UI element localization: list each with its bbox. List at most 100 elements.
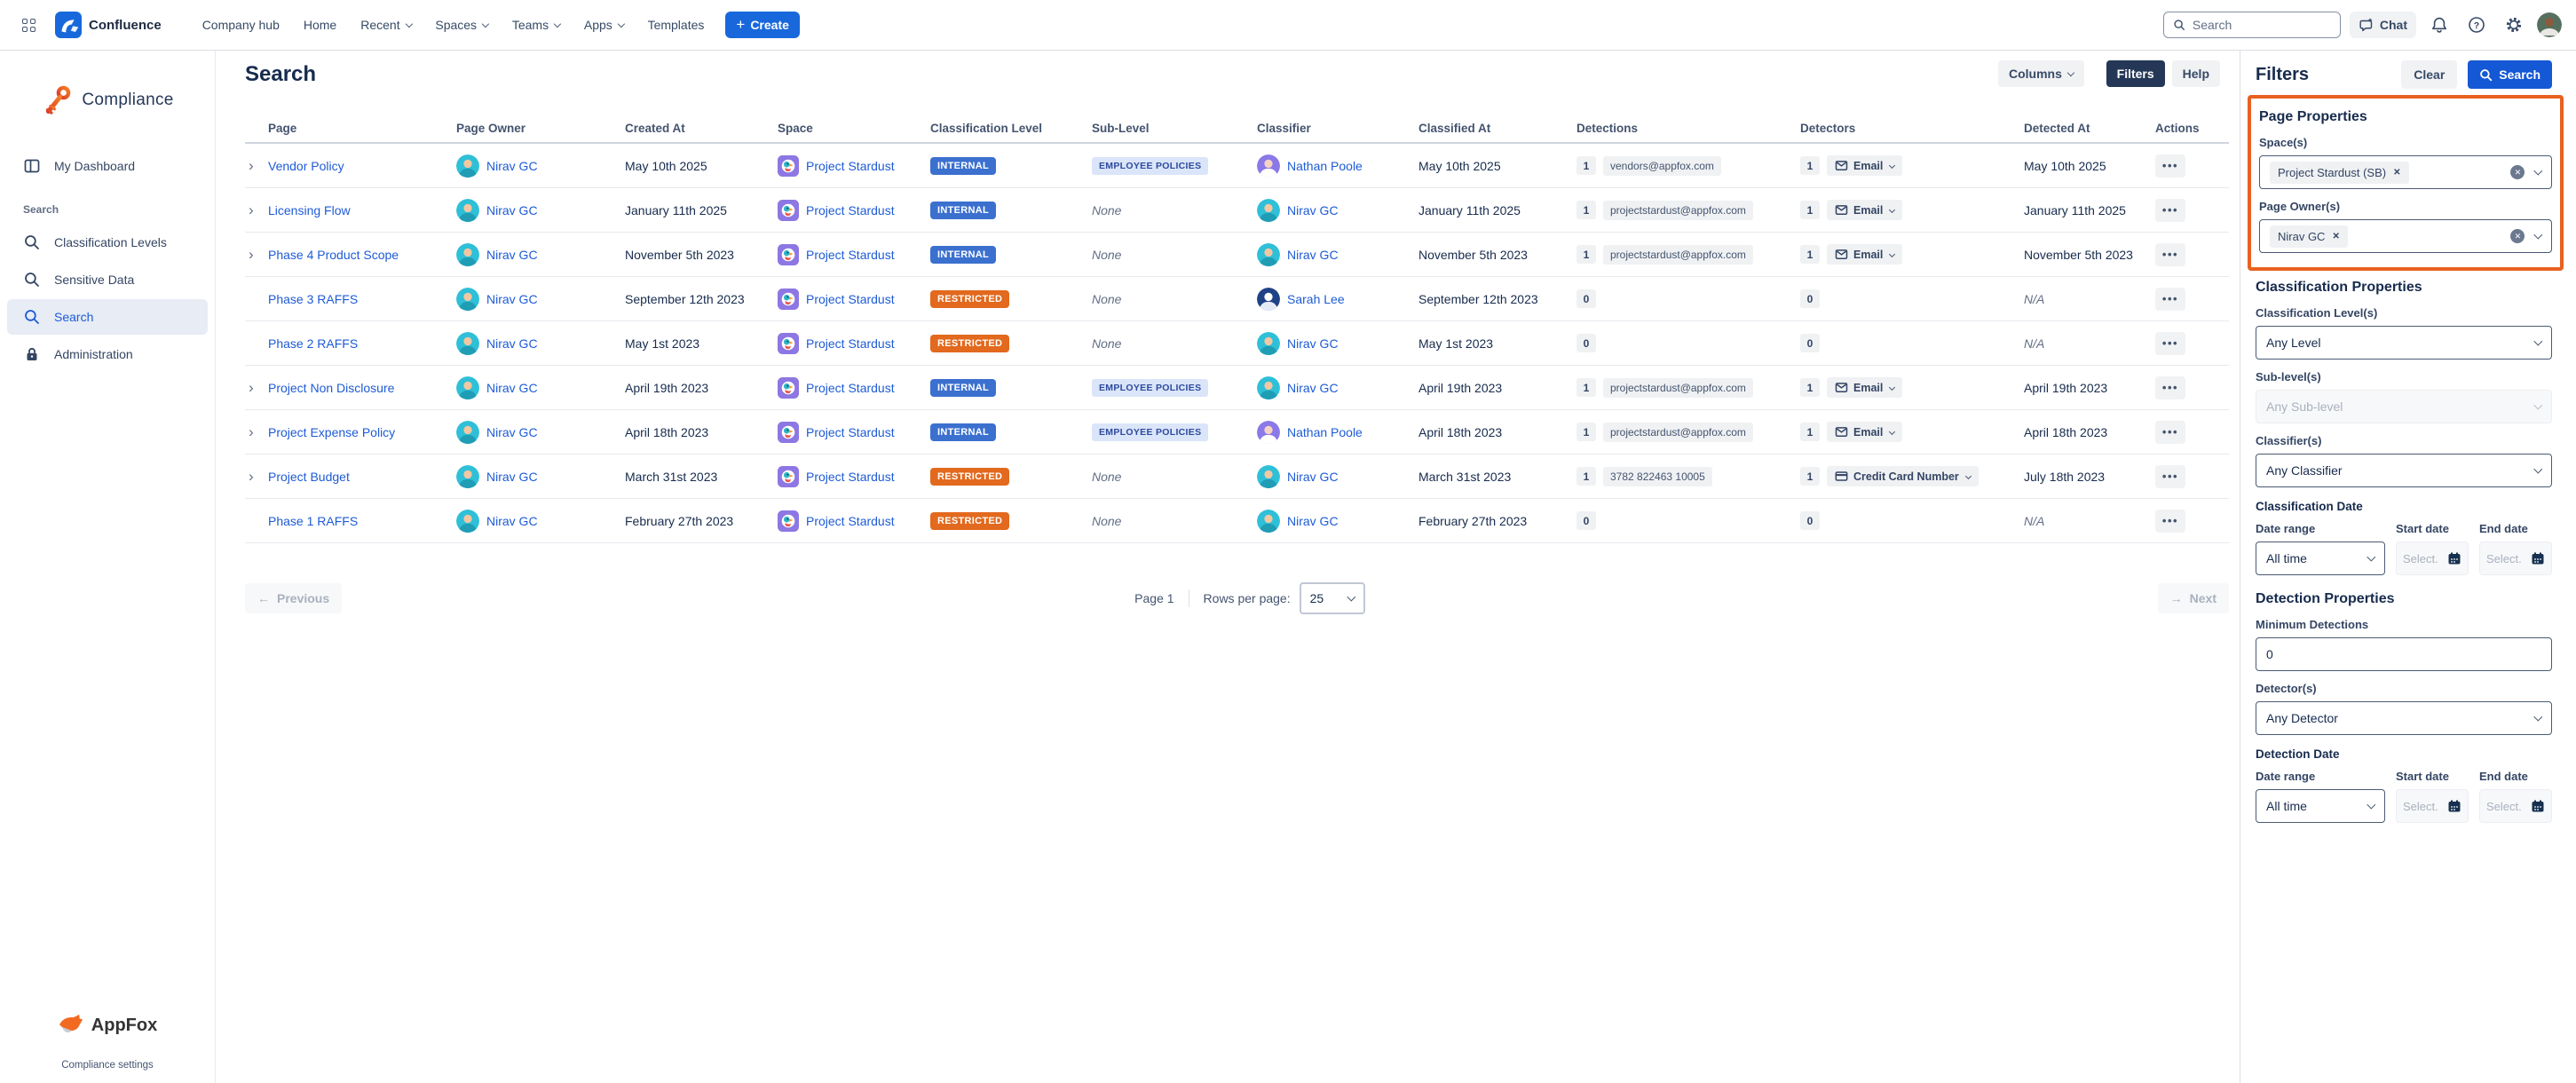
page-link[interactable]: Phase 3 RAFFS	[268, 291, 359, 306]
expand-row-chevron-icon[interactable]: ›	[249, 423, 254, 440]
expand-row-chevron-icon[interactable]: ›	[249, 468, 254, 485]
space-link[interactable]: Project Stardust	[806, 380, 895, 395]
expand-row-chevron-icon[interactable]: ›	[249, 246, 254, 263]
sidebar-item-classification-levels[interactable]: Classification Levels	[7, 225, 208, 260]
sidebar-item-sensitive-data[interactable]: Sensitive Data	[7, 262, 208, 297]
apply-search-button[interactable]: Search	[2468, 60, 2552, 89]
owner-link[interactable]: Nirav GC	[486, 158, 538, 173]
owner-link[interactable]: Nirav GC	[486, 247, 538, 262]
owner-link[interactable]: Nirav GC	[486, 424, 538, 439]
next-page-button[interactable]: → Next	[2157, 583, 2229, 613]
owner-link[interactable]: Nirav GC	[486, 202, 538, 217]
detection-date-range-select[interactable]: All time	[2256, 789, 2385, 823]
detector-chip[interactable]: Email	[1827, 422, 1903, 442]
space-link[interactable]: Project Stardust	[806, 158, 895, 173]
minimum-detections-input[interactable]	[2256, 637, 2552, 671]
nav-item-recent[interactable]: Recent	[360, 18, 411, 32]
remove-chip-icon[interactable]: ✕	[2393, 167, 2401, 178]
rows-per-page-select[interactable]: 25	[1299, 582, 1365, 614]
global-search-box[interactable]	[2162, 12, 2341, 38]
nav-item-teams[interactable]: Teams	[512, 18, 560, 32]
page-link[interactable]: Phase 4 Product Scope	[268, 247, 399, 262]
nav-item-spaces[interactable]: Spaces	[435, 18, 487, 32]
row-actions-button[interactable]: •••	[2155, 375, 2185, 399]
classification-level-select[interactable]: Any Level	[2256, 326, 2552, 360]
row-actions-button[interactable]: •••	[2155, 287, 2185, 311]
global-search-input[interactable]	[2192, 18, 2331, 32]
clear-field-icon[interactable]: ✕	[2510, 165, 2525, 179]
sidebar-item-search[interactable]: Search	[7, 299, 208, 335]
notifications-button[interactable]	[2425, 11, 2454, 39]
classifier-link[interactable]: Nirav GC	[1287, 469, 1339, 484]
classifier-link[interactable]: Nathan Poole	[1287, 158, 1363, 173]
help-button-table[interactable]: Help	[2171, 60, 2220, 87]
row-actions-button[interactable]: •••	[2155, 154, 2185, 178]
page-link[interactable]: Phase 1 RAFFS	[268, 513, 359, 528]
row-actions-button[interactable]: •••	[2155, 509, 2185, 533]
settings-button[interactable]	[2500, 11, 2528, 39]
space-link[interactable]: Project Stardust	[806, 247, 895, 262]
detector-chip[interactable]: Email	[1827, 244, 1903, 265]
nav-item-apps[interactable]: Apps	[584, 18, 624, 32]
row-actions-button[interactable]: •••	[2155, 331, 2185, 355]
row-actions-button[interactable]: •••	[2155, 198, 2185, 222]
space-link[interactable]: Project Stardust	[806, 469, 895, 484]
space-link[interactable]: Project Stardust	[806, 424, 895, 439]
page-link[interactable]: Project Expense Policy	[268, 424, 396, 439]
owner-link[interactable]: Nirav GC	[486, 336, 538, 351]
row-actions-button[interactable]: •••	[2155, 242, 2185, 266]
classifier-link[interactable]: Nathan Poole	[1287, 424, 1363, 439]
space-link[interactable]: Project Stardust	[806, 513, 895, 528]
nav-item-templates[interactable]: Templates	[647, 18, 705, 32]
page-link[interactable]: Project Non Disclosure	[268, 380, 395, 395]
nav-item-home[interactable]: Home	[303, 18, 337, 32]
page-link[interactable]: Vendor Policy	[268, 158, 344, 173]
space-link[interactable]: Project Stardust	[806, 291, 895, 306]
detector-chip[interactable]: Email	[1827, 377, 1903, 398]
create-button[interactable]: + Create	[725, 12, 800, 38]
confluence-brand[interactable]: Confluence	[55, 12, 162, 38]
owner-link[interactable]: Nirav GC	[486, 291, 538, 306]
classifier-link[interactable]: Nirav GC	[1287, 202, 1339, 217]
row-actions-button[interactable]: •••	[2155, 420, 2185, 444]
classifier-link[interactable]: Nirav GC	[1287, 336, 1339, 351]
classifier-link[interactable]: Nirav GC	[1287, 513, 1339, 528]
page-link[interactable]: Phase 2 RAFFS	[268, 336, 359, 351]
spaces-multiselect[interactable]: Project Stardust (SB) ✕ ✕	[2259, 155, 2552, 189]
chat-button[interactable]: Chat	[2349, 12, 2416, 38]
app-switcher-button[interactable]	[14, 11, 43, 39]
classifier-link[interactable]: Nirav GC	[1287, 247, 1339, 262]
help-button[interactable]: ?	[2462, 11, 2491, 39]
page-link[interactable]: Project Budget	[268, 469, 350, 484]
sidebar-item-administration[interactable]: Administration	[7, 336, 208, 372]
page-owners-multiselect[interactable]: Nirav GC ✕ ✕	[2259, 219, 2552, 253]
nav-item-company-hub[interactable]: Company hub	[201, 18, 280, 32]
filters-toggle-button[interactable]: Filters	[2106, 60, 2165, 87]
clear-filters-button[interactable]: Clear	[2401, 60, 2458, 89]
columns-button[interactable]: Columns	[1997, 60, 2084, 87]
detector-chip[interactable]: Email	[1827, 200, 1903, 220]
expand-row-chevron-icon[interactable]: ›	[249, 157, 254, 174]
classifier-link[interactable]: Sarah Lee	[1287, 291, 1345, 306]
expand-row-chevron-icon[interactable]: ›	[249, 202, 254, 218]
previous-page-button[interactable]: ← Previous	[245, 583, 343, 613]
remove-chip-icon[interactable]: ✕	[2332, 231, 2340, 241]
user-avatar[interactable]	[2537, 12, 2562, 37]
classification-date-range-select[interactable]: All time	[2256, 542, 2385, 575]
owner-link[interactable]: Nirav GC	[486, 469, 538, 484]
space-link[interactable]: Project Stardust	[806, 336, 895, 351]
classifier-select[interactable]: Any Classifier	[2256, 454, 2552, 487]
compliance-settings-link[interactable]: Compliance settings	[61, 1060, 154, 1071]
expand-row-chevron-icon[interactable]: ›	[249, 379, 254, 396]
owner-link[interactable]: Nirav GC	[486, 380, 538, 395]
page-link[interactable]: Licensing Flow	[268, 202, 351, 217]
detector-chip[interactable]: Email	[1827, 155, 1903, 176]
sidebar-item-my-dashboard[interactable]: My Dashboard	[7, 148, 208, 184]
owner-link[interactable]: Nirav GC	[486, 513, 538, 528]
detector-select[interactable]: Any Detector	[2256, 701, 2552, 735]
space-link[interactable]: Project Stardust	[806, 202, 895, 217]
classifier-link[interactable]: Nirav GC	[1287, 380, 1339, 395]
detector-chip[interactable]: Credit Card Number	[1827, 466, 1979, 486]
clear-field-icon[interactable]: ✕	[2510, 229, 2525, 243]
row-actions-button[interactable]: •••	[2155, 464, 2185, 488]
